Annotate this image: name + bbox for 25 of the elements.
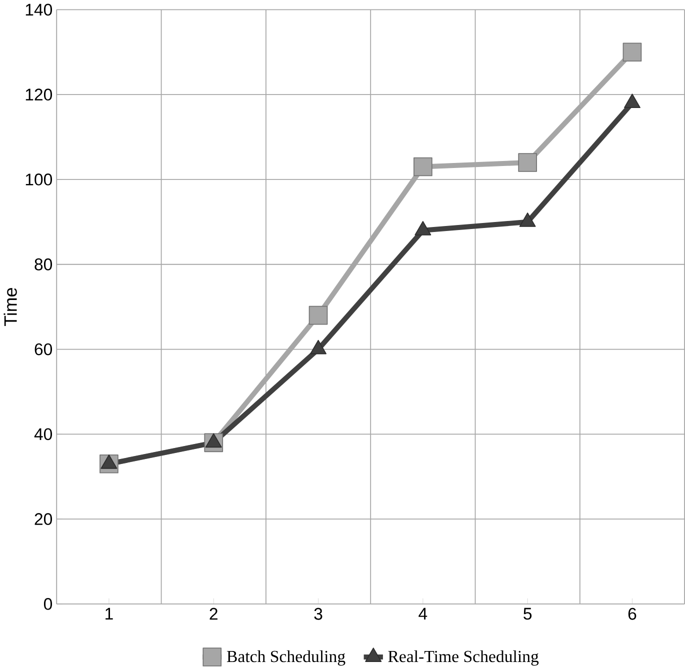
y-tick-label: 100	[26, 173, 52, 186]
point	[100, 454, 118, 469]
point	[414, 157, 432, 176]
legend-label: Real-Time Scheduling	[388, 650, 539, 666]
y-tick-label: 140	[26, 4, 52, 16]
y-tick-label: 40	[34, 428, 52, 440]
point	[310, 340, 326, 354]
legend-label: Batch Scheduling	[226, 650, 346, 666]
y-tick-label: 20	[34, 513, 52, 525]
y-axis-title: Time	[4, 288, 17, 326]
y-tick-label: 60	[34, 343, 52, 356]
point	[518, 152, 537, 172]
x-tick-label: 5	[524, 608, 532, 620]
y-tick-label: 120	[26, 88, 52, 100]
x-tick-label: 6	[628, 608, 636, 620]
x-tick-label: 2	[210, 608, 218, 620]
point	[205, 433, 222, 448]
point	[622, 42, 642, 62]
y-tick-label: 0	[44, 598, 52, 610]
y-tick-label: 80	[34, 258, 52, 270]
point	[414, 220, 432, 236]
x-tick-label: 1	[106, 608, 113, 620]
point	[519, 212, 536, 227]
x-tick-label: 3	[314, 608, 322, 620]
x-tick-label: 4	[418, 608, 428, 620]
